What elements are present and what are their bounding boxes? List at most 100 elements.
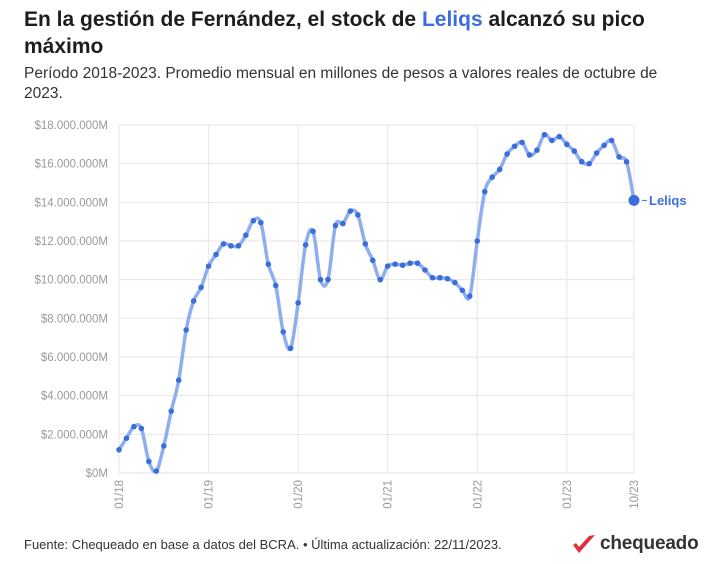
y-tick-label: $10.000.000M xyxy=(34,275,108,287)
data-point xyxy=(489,174,495,180)
data-point xyxy=(362,241,369,247)
data-point xyxy=(586,160,593,167)
data-point xyxy=(429,274,436,281)
data-point xyxy=(407,260,413,267)
data-point xyxy=(556,133,563,140)
y-tick-label: $6.000.000M xyxy=(41,352,108,364)
data-point xyxy=(265,261,272,268)
data-point xyxy=(258,219,264,226)
data-point xyxy=(623,158,630,165)
chart-subtitle: Período 2018-2023. Promedio mensual en m… xyxy=(24,65,658,102)
data-point xyxy=(123,435,130,442)
data-point xyxy=(220,241,227,247)
y-tick-label: $0M xyxy=(86,468,108,480)
data-point xyxy=(369,257,376,264)
chequeado-logo: chequeado xyxy=(572,530,699,558)
logo-text: chequeado xyxy=(600,533,699,554)
data-point xyxy=(608,137,615,144)
x-tick-label: 01/23 xyxy=(562,480,574,509)
data-point xyxy=(392,261,398,268)
x-tick-label: 10/23 xyxy=(629,480,641,509)
data-point xyxy=(205,263,212,269)
grid-lines xyxy=(118,124,635,474)
data-point xyxy=(437,274,443,281)
data-point xyxy=(160,443,167,449)
data-point xyxy=(153,468,160,474)
data-point xyxy=(340,220,346,227)
data-points xyxy=(116,131,630,474)
x-tick-label: 01/21 xyxy=(383,480,395,509)
data-point xyxy=(481,188,488,195)
data-point xyxy=(504,151,510,157)
data-point xyxy=(414,260,421,267)
data-point xyxy=(235,243,242,249)
data-point xyxy=(564,141,570,148)
data-point xyxy=(355,212,361,218)
data-point xyxy=(616,154,622,160)
y-tick-label: $4.000.000M xyxy=(41,391,108,403)
x-tick-label: 01/18 xyxy=(114,480,126,509)
data-point xyxy=(295,300,301,306)
data-point xyxy=(549,137,555,144)
data-point xyxy=(213,251,219,258)
chart-title: En la gestión de Fernández, el stock de … xyxy=(24,6,694,60)
chequeado-mark-icon xyxy=(573,535,595,553)
x-tick-label: 01/20 xyxy=(293,480,305,509)
data-point xyxy=(168,408,175,414)
data-point xyxy=(198,284,204,291)
data-point xyxy=(146,458,152,465)
y-tick-label: $18.000.000M xyxy=(34,120,108,132)
data-point xyxy=(325,276,331,283)
data-point xyxy=(593,150,600,156)
data-point xyxy=(459,287,466,294)
series-line-leliqs xyxy=(117,132,636,474)
data-point xyxy=(175,377,182,384)
data-point xyxy=(302,242,309,248)
data-point xyxy=(272,282,279,289)
data-point xyxy=(190,298,197,304)
data-point xyxy=(228,243,234,249)
data-point xyxy=(601,142,607,149)
data-point xyxy=(526,152,533,158)
data-point xyxy=(444,275,451,282)
data-point xyxy=(116,447,122,453)
data-point xyxy=(250,217,257,224)
end-point xyxy=(628,194,640,206)
data-point xyxy=(347,208,354,214)
end-label-group: Leliqs xyxy=(628,193,687,208)
title-part-1: En la gestión de Fernández, el stock de xyxy=(24,8,422,31)
data-point xyxy=(578,158,585,165)
data-point xyxy=(317,276,324,283)
data-point xyxy=(466,293,473,299)
title-part-2: alcanzó su pico máximo xyxy=(24,8,645,58)
data-point xyxy=(452,279,458,286)
data-point xyxy=(280,329,287,335)
y-tick-label: $16.000.000M xyxy=(34,159,108,171)
data-point xyxy=(131,423,137,430)
source-note: Fuente: Chequeado en base a datos del BC… xyxy=(24,537,502,552)
data-point xyxy=(384,263,391,269)
data-point xyxy=(183,327,189,333)
end-label: Leliqs xyxy=(649,193,687,208)
data-point xyxy=(422,267,428,273)
data-point xyxy=(534,147,540,153)
data-point xyxy=(511,143,518,150)
y-tick-label: $14.000.000M xyxy=(34,197,108,209)
y-tick-label: $2.000.000M xyxy=(41,429,108,441)
y-tick-label: $12.000.000M xyxy=(34,236,108,248)
title-highlight: Leliqs xyxy=(421,8,483,31)
y-tick-label: $8.000.000M xyxy=(41,313,108,325)
y-axis-tick-labels: $0M $2.000.000M $4.000.000M $6.000.000M $8.0… xyxy=(34,120,108,480)
x-tick-label: 01/19 xyxy=(204,480,216,509)
data-point xyxy=(287,345,294,352)
data-point xyxy=(399,262,406,268)
data-point xyxy=(496,166,503,173)
data-point xyxy=(243,232,249,238)
x-axis-tick-labels: 01/18 01/19 01/20 01/21 01/22 01/23 10/23 xyxy=(114,480,641,509)
data-point xyxy=(332,222,339,229)
x-tick-label: 01/22 xyxy=(472,480,484,509)
data-point xyxy=(377,276,384,283)
data-point xyxy=(541,131,548,138)
data-point xyxy=(519,139,525,146)
